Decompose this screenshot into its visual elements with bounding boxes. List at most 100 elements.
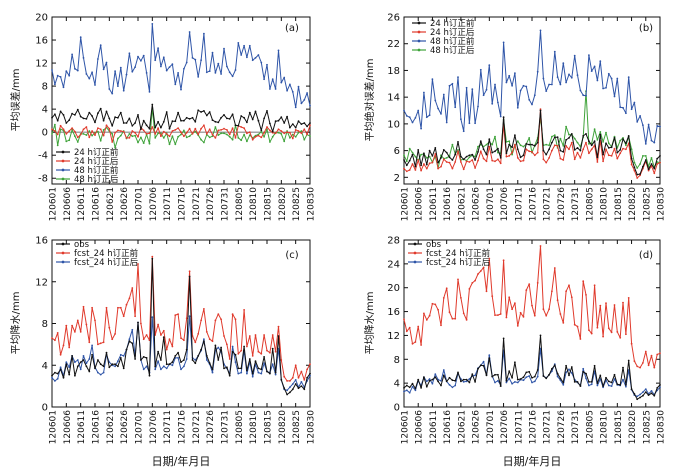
data-point-a-4-86 xyxy=(297,131,300,134)
data-point-b-2-42 xyxy=(522,159,525,162)
data-point-c-3-24 xyxy=(119,353,122,356)
data-point-b-2-72 xyxy=(607,154,610,157)
data-point-a-4-58 xyxy=(217,134,220,137)
data-point-a-2-71 xyxy=(254,135,257,138)
data-point-c-1-14 xyxy=(91,353,93,356)
legend-marker-a-3 xyxy=(61,168,65,172)
data-point-a-2-20 xyxy=(108,127,111,130)
data-point-d-2-79 xyxy=(627,297,630,299)
data-point-a-1-79 xyxy=(277,119,280,122)
data-point-c-1-11 xyxy=(82,359,85,361)
data-point-b-3-14 xyxy=(442,93,445,96)
legend-label-d-3: fcst_24 h订正后 xyxy=(426,257,491,268)
data-point-c-3-68 xyxy=(246,372,248,375)
data-point-a-3-22 xyxy=(114,70,116,72)
data-point-c-2-4 xyxy=(62,344,65,347)
x-tick-label-b-17: 120825 xyxy=(642,187,652,221)
data-point-b-2-48 xyxy=(539,108,542,111)
data-point-c-2-19 xyxy=(105,306,108,309)
data-point-a-1-82 xyxy=(286,115,288,118)
data-point-b-4-37 xyxy=(508,140,511,143)
data-point-d-2-88 xyxy=(653,366,656,369)
data-point-d-1-72 xyxy=(607,380,610,383)
data-point-c-2-69 xyxy=(248,335,251,337)
data-point-c-2-65 xyxy=(237,352,240,355)
data-point-b-2-32 xyxy=(494,160,496,163)
data-point-c-1-24 xyxy=(119,357,122,359)
data-point-a-1-38 xyxy=(160,126,162,129)
data-point-d-1-80 xyxy=(630,388,633,390)
data-point-a-4-76 xyxy=(269,141,271,143)
data-point-b-4-70 xyxy=(602,141,604,143)
data-point-b-2-74 xyxy=(613,147,616,150)
data-point-d-1-8 xyxy=(425,385,428,388)
data-point-b-3-10 xyxy=(431,78,434,80)
data-point-a-4-18 xyxy=(102,129,105,131)
data-point-b-4-33 xyxy=(497,151,499,154)
data-point-b-3-53 xyxy=(553,50,556,53)
legend-label-c-3: fcst_24 h订正后 xyxy=(74,257,139,268)
data-point-b-1-41 xyxy=(519,156,522,159)
data-point-a-1-86 xyxy=(297,120,300,123)
data-point-b-4-84 xyxy=(642,155,644,157)
data-point-a-4-65 xyxy=(237,137,240,139)
data-point-a-2-80 xyxy=(280,130,283,132)
data-point-d-3-0 xyxy=(403,390,405,393)
data-point-d-3-10 xyxy=(431,382,434,385)
data-point-b-2-37 xyxy=(508,155,511,157)
data-point-d-3-45 xyxy=(531,381,533,384)
data-point-d-1-81 xyxy=(633,393,636,395)
data-point-b-2-12 xyxy=(437,167,439,170)
data-point-a-2-27 xyxy=(128,137,131,139)
data-point-d-2-17 xyxy=(451,317,454,320)
data-point-c-1-82 xyxy=(286,393,288,396)
data-point-a-4-60 xyxy=(223,132,225,135)
data-point-c-3-45 xyxy=(180,368,182,371)
data-point-b-1-59 xyxy=(570,133,573,135)
data-point-b-4-38 xyxy=(511,153,513,156)
data-point-b-1-33 xyxy=(497,147,499,150)
data-point-a-1-61 xyxy=(226,117,228,120)
data-point-d-3-8 xyxy=(425,380,428,383)
data-point-d-1-6 xyxy=(420,387,422,389)
data-point-b-1-12 xyxy=(437,161,439,164)
data-point-c-2-74 xyxy=(263,334,265,336)
data-point-c-1-6 xyxy=(68,373,71,376)
data-point-a-2-56 xyxy=(211,133,214,136)
data-point-d-1-29 xyxy=(485,374,488,377)
data-point-d-3-66 xyxy=(590,383,593,386)
data-point-a-3-36 xyxy=(154,59,157,62)
data-point-d-2-13 xyxy=(440,324,442,327)
data-point-b-1-2 xyxy=(408,159,411,162)
data-point-d-1-5 xyxy=(417,378,420,381)
y-tick-label-a-5: 12 xyxy=(35,59,48,70)
data-point-a-3-31 xyxy=(140,59,142,62)
data-point-a-2-29 xyxy=(134,131,137,134)
data-point-a-4-43 xyxy=(174,143,177,146)
data-point-b-1-23 xyxy=(468,154,471,157)
data-point-b-4-57 xyxy=(565,125,567,128)
data-point-d-1-33 xyxy=(497,373,499,376)
data-point-d-3-25 xyxy=(474,374,476,377)
data-point-a-1-30 xyxy=(137,114,139,116)
data-point-a-3-13 xyxy=(88,77,91,80)
data-point-a-3-53 xyxy=(203,32,205,35)
data-point-c-1-54 xyxy=(205,355,208,357)
data-point-b-1-69 xyxy=(599,133,602,136)
data-point-d-1-15 xyxy=(445,380,448,383)
data-point-b-3-79 xyxy=(627,76,630,78)
data-point-d-2-62 xyxy=(579,338,582,340)
data-point-b-3-56 xyxy=(562,62,565,64)
data-point-d-3-37 xyxy=(508,377,511,380)
data-point-c-2-75 xyxy=(266,349,268,352)
x-tick-label-c-18: 120830 xyxy=(307,410,317,445)
data-point-a-3-83 xyxy=(289,83,291,86)
data-point-b-3-74 xyxy=(613,95,616,98)
data-point-a-3-66 xyxy=(240,54,243,56)
data-point-b-1-84 xyxy=(642,165,644,168)
data-point-c-1-27 xyxy=(128,340,131,343)
x-tick-label-d-1: 120606 xyxy=(415,410,425,445)
data-point-c-3-17 xyxy=(99,373,102,376)
data-point-c-1-15 xyxy=(94,367,96,370)
data-point-a-3-11 xyxy=(82,57,85,59)
